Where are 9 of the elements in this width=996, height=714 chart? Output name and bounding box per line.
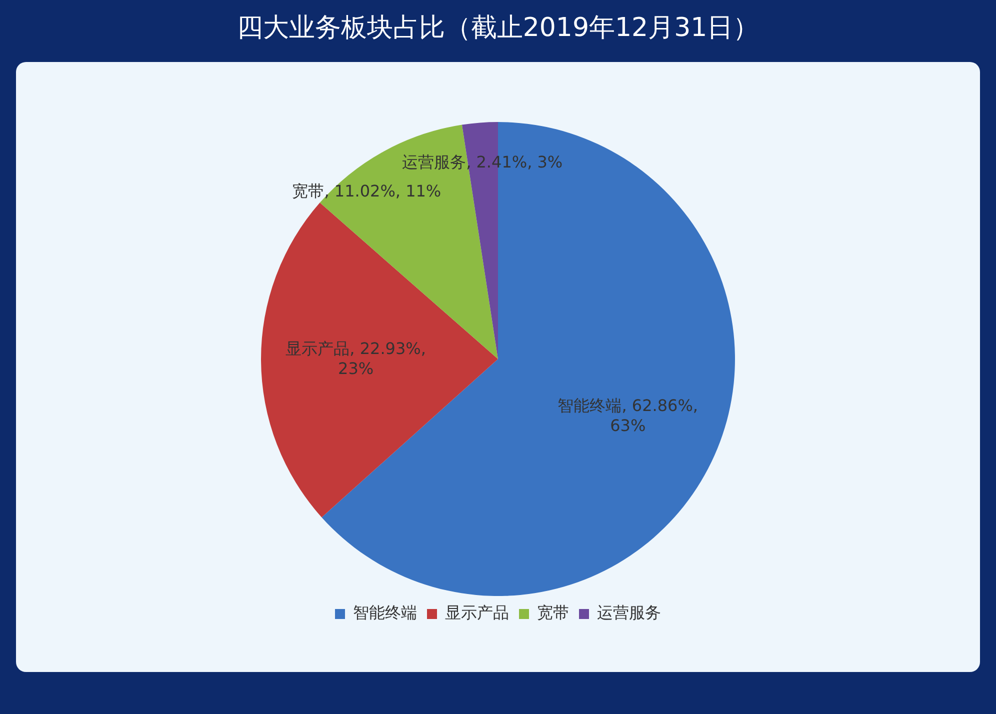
data-label: 显示产品, 22.93%, 23%: [286, 338, 426, 378]
data-label: 运营服务, 2.41%, 3%: [402, 152, 563, 172]
legend-label: 运营服务: [597, 603, 661, 622]
legend-label: 显示产品: [445, 603, 509, 622]
legend-label: 宽带: [537, 603, 569, 622]
data-label: 宽带, 11.02%, 11%: [292, 182, 442, 201]
legend-label: 智能终端: [353, 603, 417, 622]
data-label: 智能终端, 62.86%, 63%: [558, 396, 698, 436]
chart-title: 四大业务板块占比（截止2019年12月31日）: [236, 12, 760, 45]
